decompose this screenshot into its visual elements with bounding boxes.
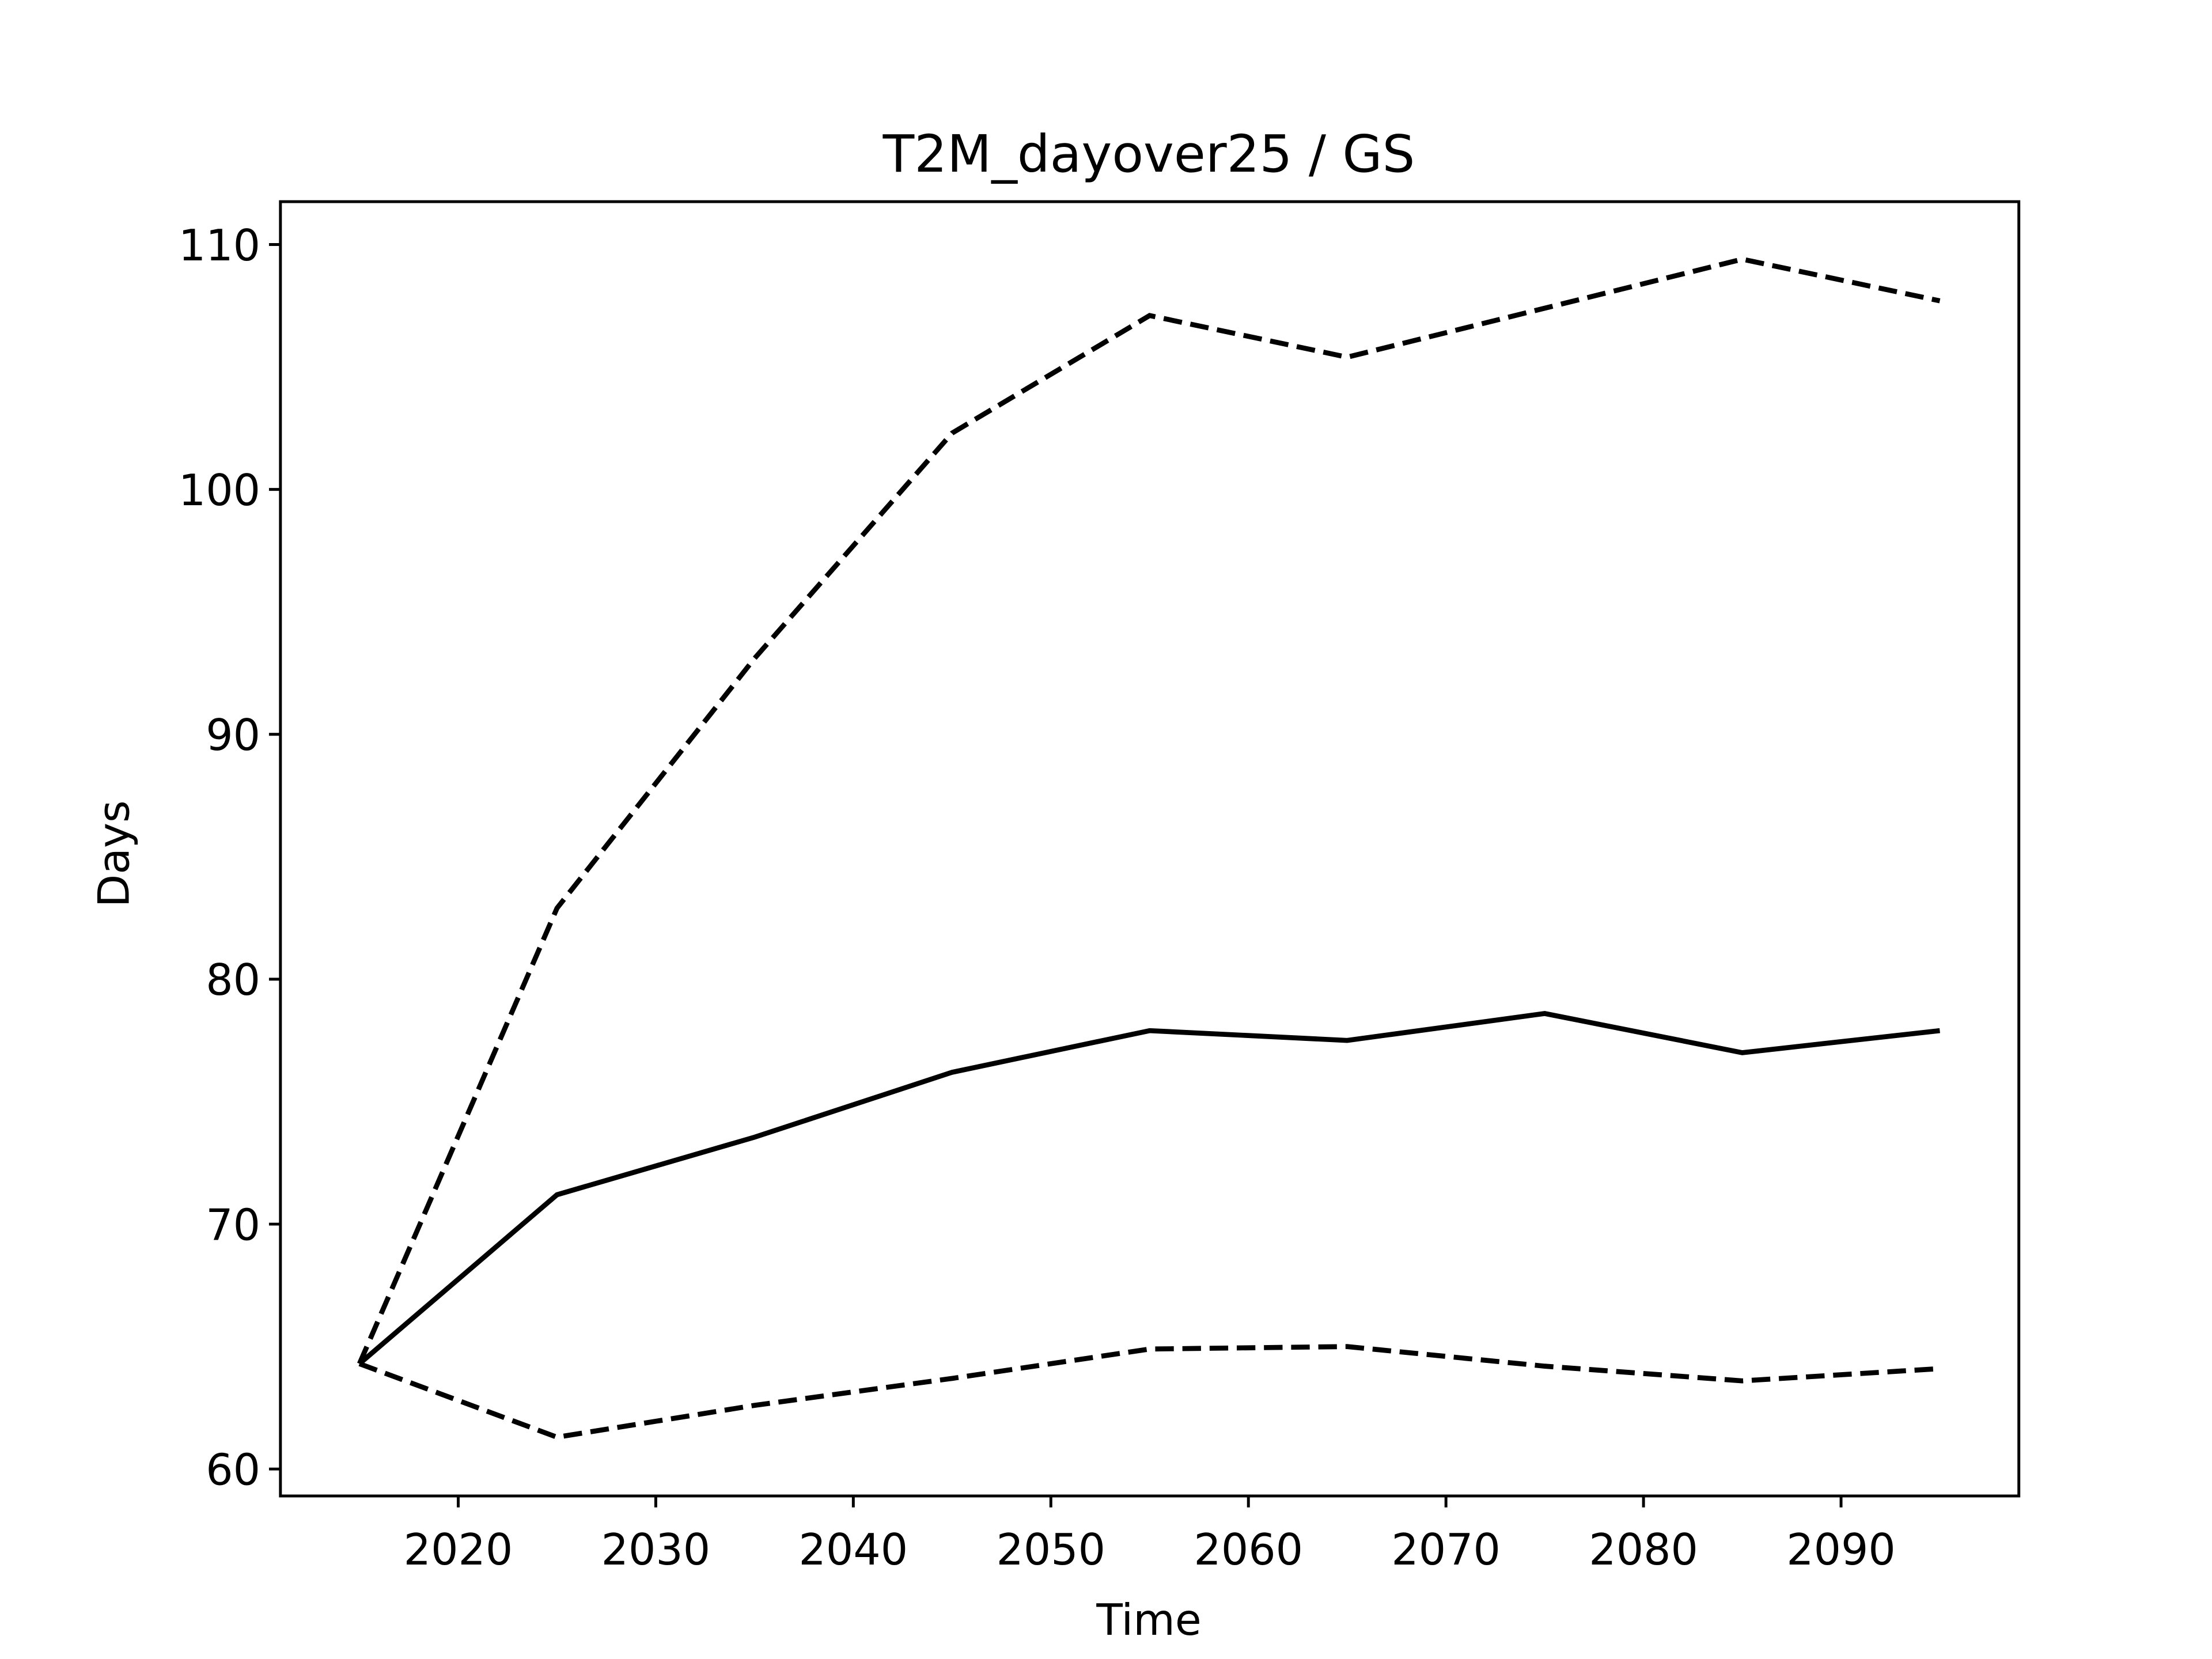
- y-tick-label: 110: [179, 221, 260, 271]
- x-axis-label: Time: [1096, 1595, 1201, 1645]
- y-tick-label: 90: [206, 710, 260, 760]
- y-axis-label: Days: [89, 800, 139, 907]
- series-line: [358, 1011, 1940, 1366]
- y-tick-label: 80: [206, 955, 260, 1005]
- x-tick-label: 2060: [1194, 1525, 1303, 1575]
- x-tick-label: 2030: [601, 1525, 711, 1575]
- y-tick-label: 70: [206, 1200, 260, 1250]
- series-line: [358, 1344, 1940, 1440]
- x-tick-label: 2070: [1391, 1525, 1501, 1575]
- x-tick-label: 2080: [1589, 1525, 1698, 1575]
- y-tick-label: 60: [206, 1445, 260, 1495]
- x-tick-label: 2090: [1786, 1525, 1896, 1575]
- x-tick-label: 2050: [996, 1525, 1105, 1575]
- x-tick-label: 2020: [404, 1525, 513, 1575]
- plot-frame: [279, 200, 2021, 1498]
- x-tick-label: 2040: [799, 1525, 908, 1575]
- y-tick-label: 100: [179, 465, 260, 516]
- series-line: [357, 256, 1941, 1365]
- chart-title: T2M_dayover25 / GS: [882, 124, 1415, 184]
